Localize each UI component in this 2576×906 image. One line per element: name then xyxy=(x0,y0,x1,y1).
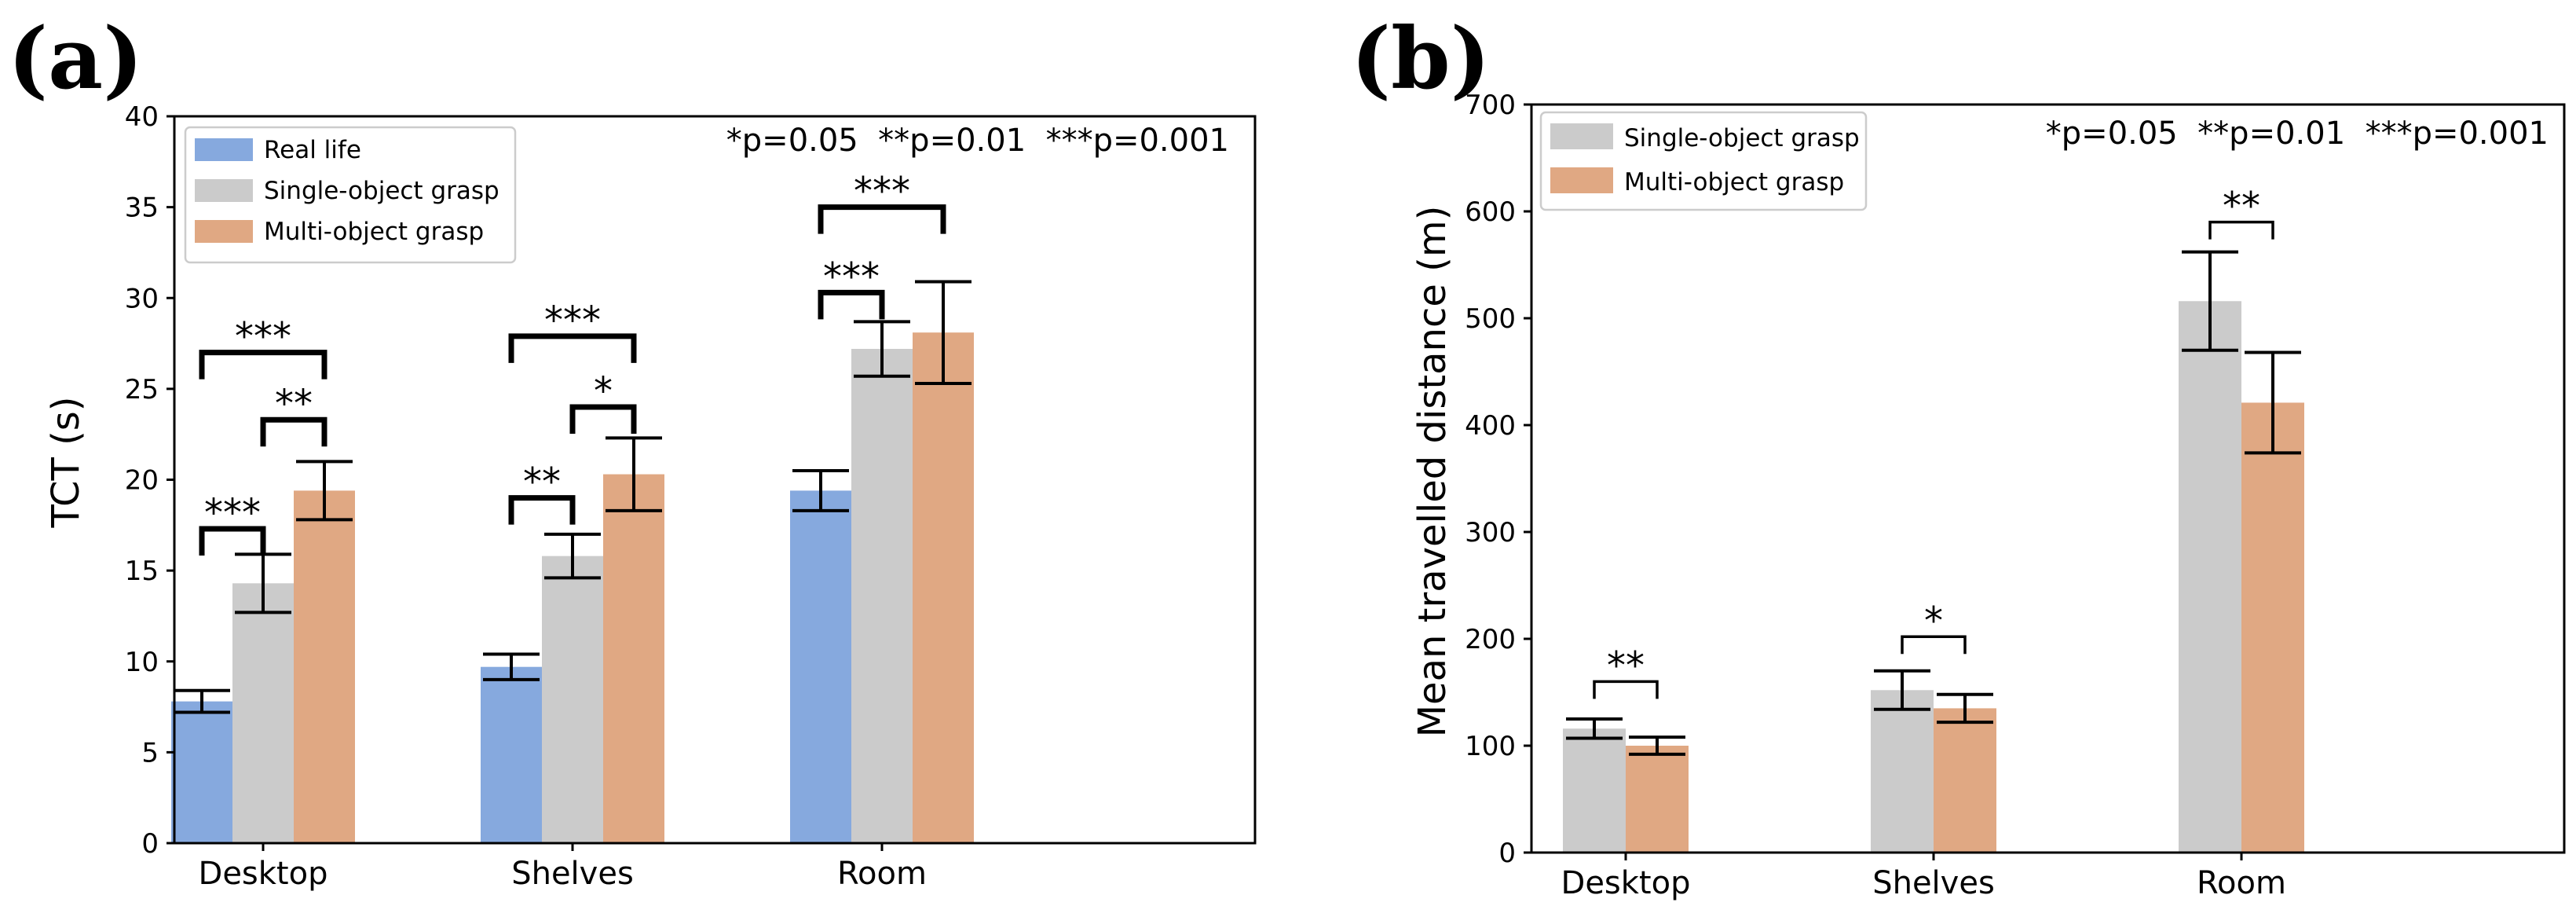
bar-single-object-grasp-desktop xyxy=(1563,728,1626,853)
significance-stars: *** xyxy=(235,315,291,359)
legend-label-multi-object-grasp: Multi-object grasp xyxy=(264,218,484,246)
significance-stars: *** xyxy=(204,491,261,535)
bar-multi-object-grasp-shelves xyxy=(1934,708,1996,853)
panel-label-a: (a) xyxy=(8,9,143,108)
y-tick-label: 100 xyxy=(1465,731,1516,762)
chart-tct: TCT (s) *p=0.05 **p=0.01 ***p=0.001 ****… xyxy=(44,101,1257,892)
significance-bracket xyxy=(1593,680,1659,699)
bar-single-object-grasp-room xyxy=(2179,301,2241,853)
significance-note: *p=0.05 **p=0.01 ***p=0.001 xyxy=(726,123,1229,159)
significance-stars: ** xyxy=(1607,644,1645,688)
y-tick-label: 20 xyxy=(125,465,159,497)
x-tick-label-room: Room xyxy=(837,856,927,892)
y-tick-label: 400 xyxy=(1465,410,1516,442)
significance-bracket xyxy=(260,416,327,447)
bar-single-object-grasp-shelves xyxy=(1871,690,1934,853)
plot-frame xyxy=(1530,103,2566,854)
y-tick-label: 25 xyxy=(125,374,159,405)
y-tick-label: 30 xyxy=(125,283,159,314)
legend-swatch-single-object-grasp xyxy=(1550,123,1613,149)
x-tick-label-desktop: Desktop xyxy=(1561,865,1691,901)
y-tick-label: 300 xyxy=(1465,517,1516,548)
y-tick-label: 40 xyxy=(125,101,159,133)
significance-stars: *** xyxy=(823,255,880,299)
legend-label-single-object-grasp: Single-object grasp xyxy=(1624,124,1860,152)
bar-single-object-grasp-desktop xyxy=(232,583,294,843)
y-tick-label: 500 xyxy=(1465,303,1516,335)
legend-swatch-single-object-grasp xyxy=(195,179,253,202)
panel-label-b: (b) xyxy=(1351,9,1491,108)
legend-swatch-multi-object-grasp xyxy=(1550,167,1613,193)
legend-label-single-object-grasp: Single-object grasp xyxy=(264,177,499,205)
legend-label-multi-object-grasp: Multi-object grasp xyxy=(1624,168,1844,196)
significance-note: *p=0.05 **p=0.01 ***p=0.001 xyxy=(2046,116,2549,152)
y-tick-label: 35 xyxy=(125,193,159,224)
significance-stars: ** xyxy=(2223,185,2260,229)
x-tick-label-shelves: Shelves xyxy=(1872,865,1995,901)
significance-stars: *** xyxy=(544,299,601,343)
x-tick-label-desktop: Desktop xyxy=(199,856,328,892)
legend-box xyxy=(1539,111,1868,211)
significance-bracket xyxy=(1901,635,1967,655)
legend-box xyxy=(184,126,517,264)
bar-real-life-desktop xyxy=(171,701,232,843)
legend-label-real-life: Real life xyxy=(264,136,361,164)
bar-multi-object-grasp-shelves xyxy=(603,474,664,843)
y-axis-label: TCT (s) xyxy=(44,396,88,528)
significance-stars: ** xyxy=(275,382,313,426)
bar-single-object-grasp-shelves xyxy=(542,556,603,843)
y-tick-label: 5 xyxy=(141,737,159,768)
x-tick-label-shelves: Shelves xyxy=(511,856,634,892)
y-tick-label: 700 xyxy=(1465,90,1516,121)
y-tick-label: 600 xyxy=(1465,196,1516,228)
significance-bracket xyxy=(199,350,327,380)
significance-stars: * xyxy=(1924,599,1943,643)
significance-bracket xyxy=(818,289,885,320)
y-tick-label: 0 xyxy=(141,828,159,860)
bar-real-life-shelves xyxy=(481,666,542,843)
bar-multi-object-grasp-room xyxy=(2241,402,2304,853)
bar-multi-object-grasp-desktop xyxy=(1626,746,1689,853)
y-tick-label: 15 xyxy=(125,556,159,587)
legend-swatch-real-life xyxy=(195,138,253,161)
legend-swatch-multi-object-grasp xyxy=(195,220,253,243)
bar-real-life-room xyxy=(790,490,851,843)
y-axis-label: Mean travelled distance (m) xyxy=(1411,206,1454,738)
significance-bracket xyxy=(818,204,946,234)
y-tick-label: 0 xyxy=(1498,838,1516,869)
significance-bracket xyxy=(2208,220,2274,240)
significance-bracket xyxy=(569,404,637,434)
y-tick-label: 200 xyxy=(1465,624,1516,655)
bar-multi-object-grasp-room xyxy=(913,332,974,843)
bar-multi-object-grasp-desktop xyxy=(294,490,355,843)
y-tick-label: 10 xyxy=(125,647,159,678)
significance-stars: * xyxy=(594,369,613,413)
significance-bracket xyxy=(199,526,266,556)
significance-stars: ** xyxy=(523,460,561,504)
significance-bracket xyxy=(508,333,637,363)
chart-distance: Mean travelled distance (m) *p=0.05 **p=… xyxy=(1411,90,2566,901)
bar-single-object-grasp-room xyxy=(851,349,913,843)
significance-stars: *** xyxy=(854,170,910,214)
significance-bracket xyxy=(508,495,576,525)
x-tick-label-room: Room xyxy=(2197,865,2286,901)
